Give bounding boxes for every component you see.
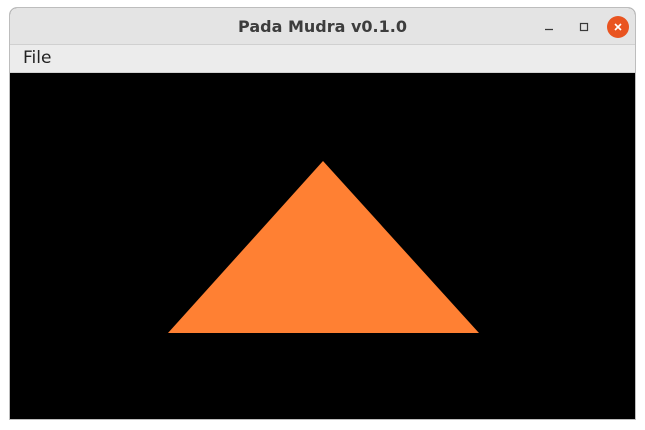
render-canvas[interactable]: [10, 73, 635, 419]
canvas-drawing: [168, 161, 479, 333]
minimize-icon: [545, 28, 553, 31]
title-bar[interactable]: Pada Mudra v0.1.0: [10, 8, 635, 45]
maximize-icon: [579, 22, 589, 32]
orange-triangle: [168, 161, 479, 333]
close-icon: [614, 23, 622, 31]
menu-file[interactable]: File: [23, 48, 52, 68]
app-window: Pada Mudra v0.1.0 File: [9, 7, 636, 420]
window-title: Pada Mudra v0.1.0: [238, 17, 407, 36]
menu-bar: File: [10, 45, 635, 73]
maximize-button[interactable]: [573, 16, 595, 38]
close-button[interactable]: [607, 16, 629, 38]
minimize-button[interactable]: [538, 16, 560, 38]
